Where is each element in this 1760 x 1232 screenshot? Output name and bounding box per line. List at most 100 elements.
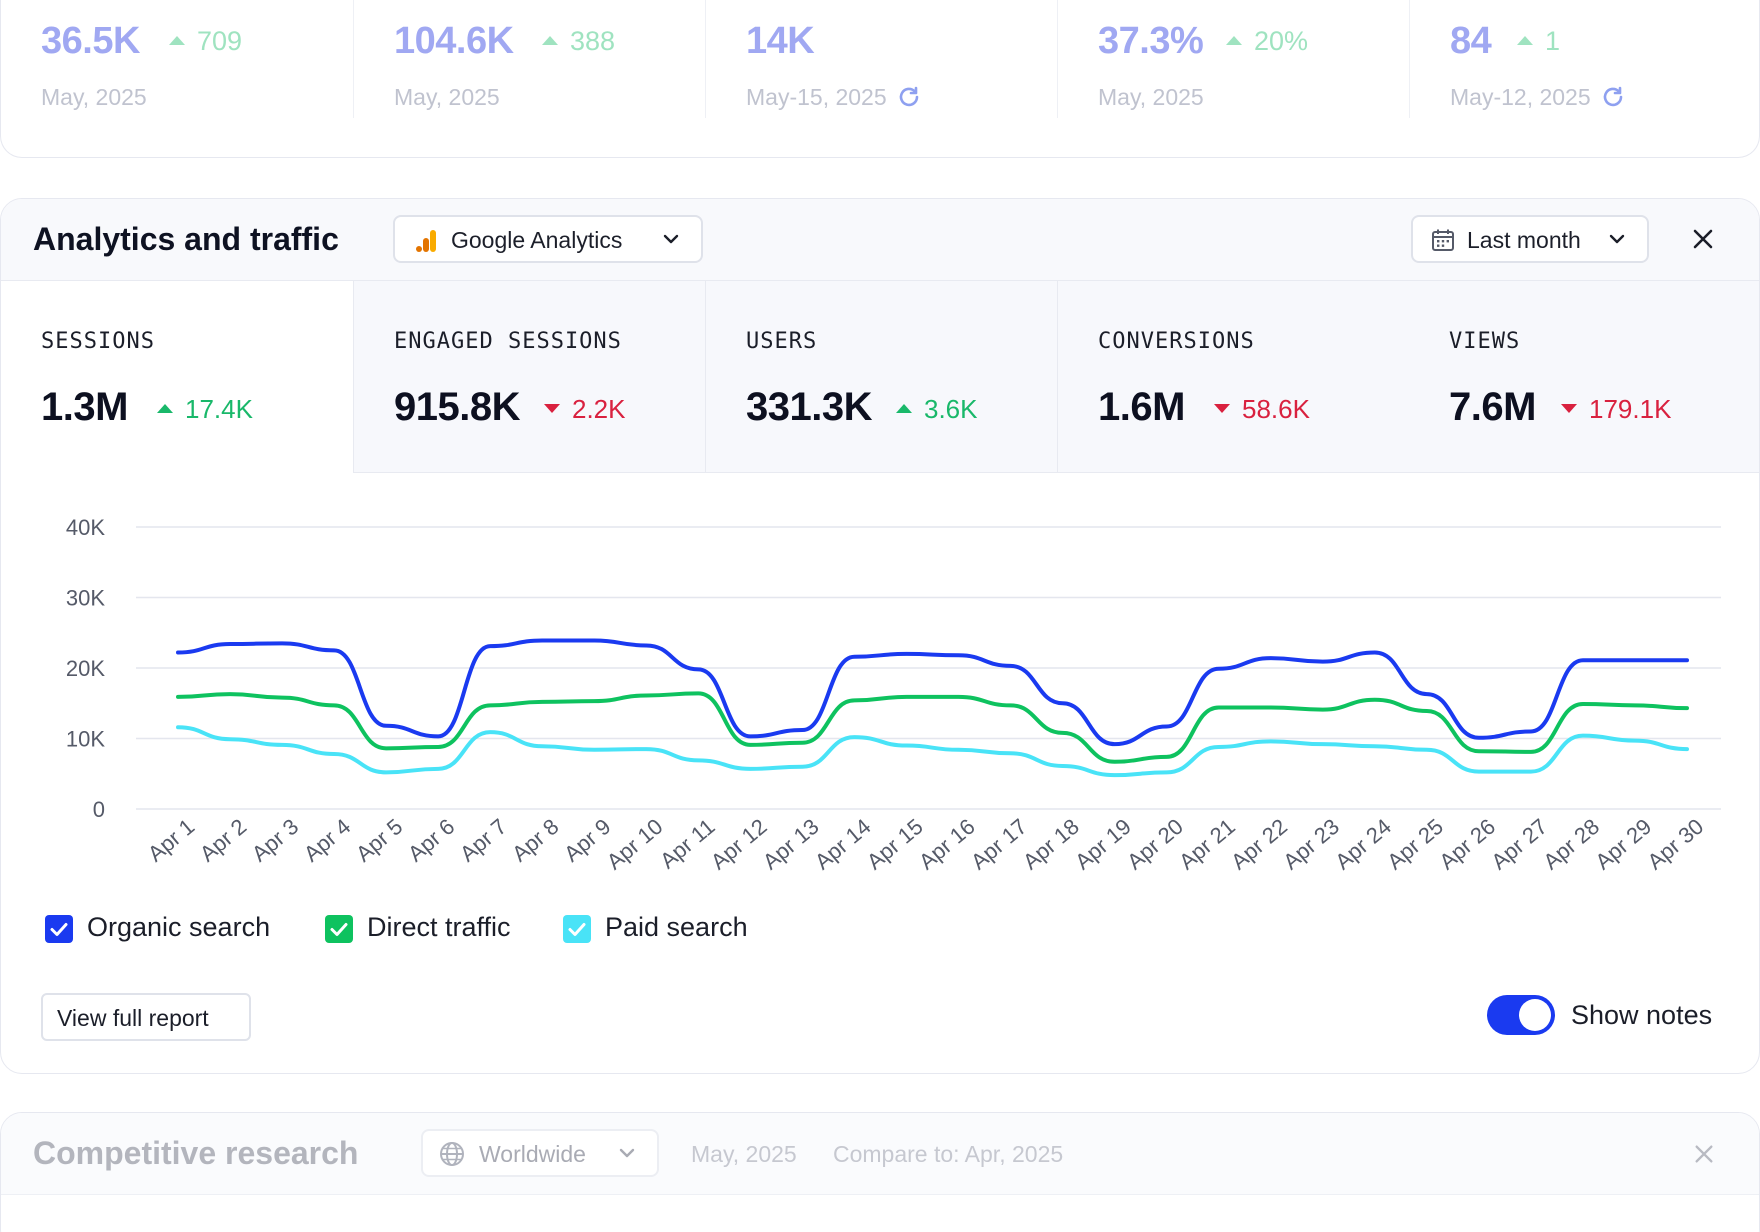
series-line-paid-search (176, 725, 1689, 778)
x-tick-label: Apr 13 (758, 814, 824, 875)
top-stat-change: 709 (169, 26, 242, 57)
y-tick-label: 0 (93, 797, 105, 822)
series-line-organic-search (176, 638, 1689, 747)
close-icon[interactable] (1693, 1143, 1715, 1165)
x-tick-label: Apr 4 (299, 814, 355, 867)
calendar-icon (1432, 229, 1454, 251)
show-notes-toggle[interactable] (1487, 995, 1555, 1035)
metrics-tabs: SESSIONS 1.3M 17.4K ENGAGED SESSIONS 915… (1, 281, 1759, 473)
x-tick-label: Apr 14 (810, 814, 876, 875)
metric-value: 915.8K (394, 385, 520, 429)
competitive-compare: Compare to: Apr, 2025 (833, 1141, 1064, 1167)
competitive-research-card: Competitive research Worldwide May, 2025… (0, 1112, 1760, 1232)
top-stat-date: May, 2025 (1098, 84, 1204, 110)
top-summary-card: 36.5K 709 May, 2025 104.6K 388 May, 2025… (0, 0, 1760, 158)
metric-label: VIEWS (1449, 329, 1521, 354)
legend-label: Direct traffic (367, 912, 511, 942)
metric-label: SESSIONS (41, 329, 155, 354)
x-tick-label: Apr 20 (1122, 814, 1188, 875)
metric-change-value: 2.2K (572, 394, 626, 424)
globe-icon (440, 1142, 464, 1166)
x-tick-label: Apr 24 (1330, 814, 1396, 875)
x-tick-label: Apr 19 (1070, 814, 1136, 875)
chevron-down-icon (663, 234, 679, 244)
x-tick-label: Apr 15 (862, 814, 928, 875)
metric-tab-views[interactable]: VIEWS 7.6M 179.1K (1409, 281, 1759, 473)
top-stat-value: 84 (1450, 20, 1492, 62)
y-tick-label: 10K (66, 727, 105, 752)
top-stat: 104.6K 388 May, 2025 (353, 0, 705, 118)
metric-label: USERS (746, 329, 818, 354)
x-tick-label: Apr 21 (1174, 814, 1240, 875)
google-analytics-icon (416, 230, 436, 252)
x-tick-label: Apr 25 (1382, 814, 1448, 875)
top-stat-change: 388 (542, 26, 615, 57)
source-dropdown[interactable]: Google Analytics (393, 215, 703, 263)
metric-tab-conversions[interactable]: CONVERSIONS 1.6M 58.6K (1057, 281, 1410, 473)
checkbox-checked-icon[interactable] (325, 915, 353, 943)
x-tick-label: Apr 16 (914, 814, 980, 875)
top-stat-date-text: May-15, 2025 (746, 84, 887, 110)
competitive-date: May, 2025 (691, 1141, 797, 1167)
x-tick-label: Apr 6 (403, 814, 459, 867)
region-dropdown-label: Worldwide (479, 1141, 586, 1167)
view-full-report-label: View full report (57, 1005, 209, 1031)
metric-change: 2.2K (544, 394, 626, 425)
x-tick-label: Apr 26 (1434, 814, 1500, 875)
top-stat-date-text: May-12, 2025 (1450, 84, 1591, 110)
metric-change: 58.6K (1214, 394, 1310, 425)
close-icon[interactable] (1691, 227, 1715, 251)
x-tick-label: Apr 18 (1018, 814, 1084, 875)
metric-value: 7.6M (1449, 385, 1536, 429)
metric-change: 3.6K (896, 394, 978, 425)
metric-value: 331.3K (746, 385, 872, 429)
top-stat-change-value: 709 (197, 26, 243, 56)
top-stat-date: May-12, 2025 (1450, 84, 1625, 111)
analytics-header: Analytics and traffic Google Analytics L… (1, 199, 1759, 281)
view-full-report-button[interactable]: View full report (41, 993, 251, 1041)
top-stat-change: 1 (1517, 26, 1560, 57)
top-stat-change-value: 388 (570, 26, 616, 56)
refresh-icon[interactable] (897, 85, 921, 109)
top-stat-value: 36.5K (41, 20, 140, 62)
top-stat-value: 37.3% (1098, 20, 1204, 62)
x-tick-label: Apr 23 (1278, 814, 1344, 875)
top-stat-change-value: 20% (1254, 26, 1309, 56)
x-tick-label: Apr 3 (247, 814, 303, 867)
top-stat-date: May, 2025 (41, 84, 147, 110)
metric-tab-engaged-sessions[interactable]: ENGAGED SESSIONS 915.8K 2.2K (353, 281, 706, 473)
x-tick-label: Apr 29 (1590, 814, 1656, 875)
competitive-title: Competitive research (33, 1135, 359, 1171)
checkbox-checked-icon[interactable] (563, 915, 591, 943)
legend-label: Paid search (605, 912, 748, 942)
analytics-title: Analytics and traffic (33, 221, 339, 257)
x-tick-label: Apr 28 (1538, 814, 1604, 875)
metric-change-value: 179.1K (1589, 394, 1672, 424)
chevron-down-icon (1609, 234, 1625, 244)
top-stat-value: 104.6K (394, 20, 514, 62)
top-stat: 14K May-15, 2025 (705, 0, 1057, 118)
checkbox-checked-icon[interactable] (45, 915, 73, 943)
x-tick-label: Apr 7 (455, 814, 511, 867)
top-stat-change-value: 1 (1545, 26, 1561, 56)
source-dropdown-label: Google Analytics (451, 227, 623, 253)
metric-label: ENGAGED SESSIONS (394, 329, 622, 354)
x-tick-label: Apr 1 (143, 814, 199, 867)
x-tick-label: Apr 10 (602, 814, 668, 875)
region-dropdown[interactable]: Worldwide (421, 1129, 659, 1177)
top-stat: 84 1 May-12, 2025 (1409, 0, 1760, 118)
toggle-knob (1519, 999, 1551, 1031)
metric-change: 17.4K (157, 394, 253, 425)
x-tick-label: Apr 8 (507, 814, 563, 867)
legend-label: Organic search (87, 912, 271, 942)
top-stat-change: 20% (1226, 26, 1308, 57)
refresh-icon[interactable] (1601, 85, 1625, 109)
period-dropdown[interactable]: Last month (1411, 215, 1649, 263)
metric-tab-users[interactable]: USERS 331.3K 3.6K (705, 281, 1058, 473)
analytics-card: Analytics and traffic Google Analytics L… (0, 198, 1760, 1074)
metric-tab-sessions[interactable]: SESSIONS 1.3M 17.4K (1, 281, 354, 473)
metric-change-value: 58.6K (1242, 394, 1310, 424)
y-tick-label: 40K (66, 515, 105, 540)
metric-change-value: 17.4K (185, 394, 253, 424)
